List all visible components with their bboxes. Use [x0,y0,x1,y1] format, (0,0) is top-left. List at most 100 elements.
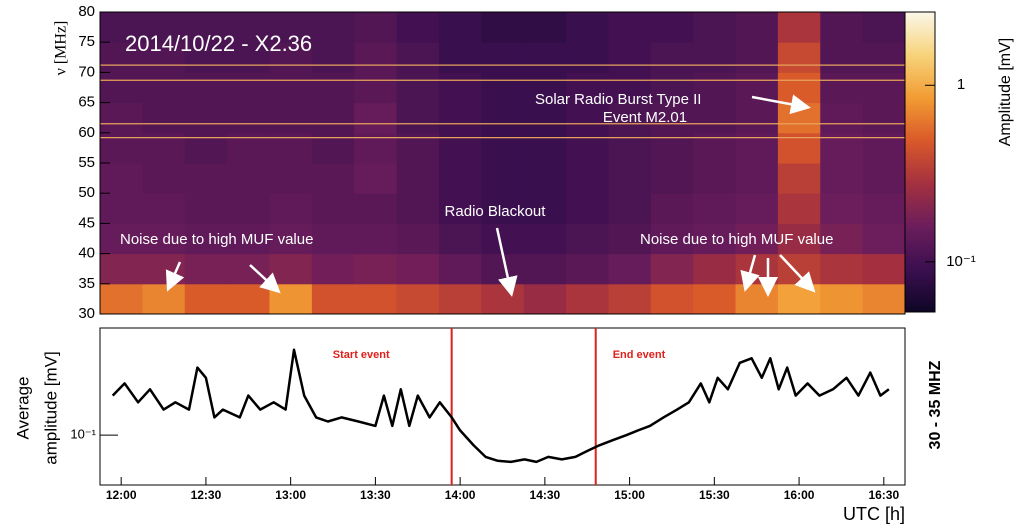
heat-cell [566,283,609,315]
heat-cell [438,193,482,224]
heat-cell [735,163,779,194]
heat-cell [566,102,609,134]
y-tick-label: 80 [78,3,95,20]
arrow [779,254,816,293]
colorbar-step [905,294,935,298]
colorbar-step [905,39,935,43]
y-axis-label: Average [13,376,32,439]
colorbar-step [905,273,935,277]
heat-cell [735,42,779,73]
heat-cell [608,223,652,255]
heat-cell [650,283,694,315]
colorbar-step [905,60,935,64]
y-axis-label: amplitude [mV] [41,351,60,464]
colorbar-step [905,18,935,22]
colorbar-step [905,177,935,181]
heat-cell [523,193,567,224]
colorbar-step [905,15,935,19]
colorbar-step [905,231,935,235]
heat-cell [396,72,440,104]
heat-cell [227,163,270,194]
heat-cell [862,102,906,134]
heat-cell [311,193,355,224]
colorbar-step [905,234,935,238]
colorbar-step [905,258,935,262]
heat-cell [142,102,186,134]
colorbar-step [905,12,935,16]
colorbar-step [905,285,935,289]
heat-cell [608,102,652,134]
x-tick-label: 13:30 [360,488,391,502]
colorbar-frame [904,11,936,313]
heat-cell [396,223,440,255]
heat-cell [396,193,440,224]
y-axis-label: ν [MHz] [53,21,70,76]
heat-cell [650,163,694,194]
colorbar-step [905,255,935,259]
colorbar-step [905,156,935,160]
colorbar-step [905,288,935,292]
heat-cell [693,193,737,224]
y-tick-label: 30 [78,305,95,322]
colorbar-step [905,33,935,37]
heat-cell [311,283,355,315]
colorbar-step [905,282,935,286]
heat-cell [396,12,440,43]
heat-cell [354,163,398,194]
heat-cell [735,223,779,255]
x-tick-label: 12:30 [191,488,222,502]
colorbar-step [905,201,935,205]
colorbar-step [905,117,935,121]
heat-cell [693,163,737,194]
heat-cell [142,223,186,255]
heat-cell [735,102,779,134]
heat-cell [650,193,694,224]
colorbar-step [905,87,935,91]
heat-cell [650,253,694,285]
colorbar-step [905,111,935,115]
heat-cell [777,12,821,43]
heat-cell [142,253,186,285]
heat-cell [693,283,737,315]
colorbar-step [905,291,935,295]
heat-cell [311,72,355,104]
heat-cell [523,253,567,285]
heat-cell [862,72,906,104]
heat-cell [777,102,821,134]
heat-cell [438,102,482,134]
heat-cell [311,102,355,134]
heat-cell [100,253,143,285]
annotations: 2014/10/22 - X2.36 Solar Radio Burst Typ… [120,31,833,297]
heat-cell [227,42,270,73]
heat-cell [523,163,567,194]
colorbar-step [905,75,935,79]
heat-cell [608,163,652,194]
colorbar-step [905,186,935,190]
heat-cell [693,223,737,255]
colorbar-step [905,219,935,223]
heat-cell [354,253,398,285]
y-tick-label: 10⁻¹ [70,427,96,442]
heat-cell [438,253,482,285]
colorbar-step [905,135,935,139]
colorbar-step [905,216,935,220]
colorbar-step [905,225,935,229]
heat-cell [566,163,609,194]
heat-cell [354,42,398,73]
colorbar-step [905,270,935,274]
heat-cell [862,253,906,285]
colorbar-step [905,237,935,241]
colorbar-step [905,24,935,28]
heat-cell [184,193,228,224]
heat-cell [481,102,525,134]
colorbar-step [905,276,935,280]
colorbar-step [905,147,935,151]
colorbar-step [905,36,935,40]
heat-cell [100,12,143,43]
heat-cell [608,72,652,104]
y-tick-label: 75 [78,33,95,50]
heat-cell [566,12,609,43]
heat-cell [269,253,313,285]
heat-cell [438,42,482,73]
annotation: Radio Blackout [445,203,547,220]
